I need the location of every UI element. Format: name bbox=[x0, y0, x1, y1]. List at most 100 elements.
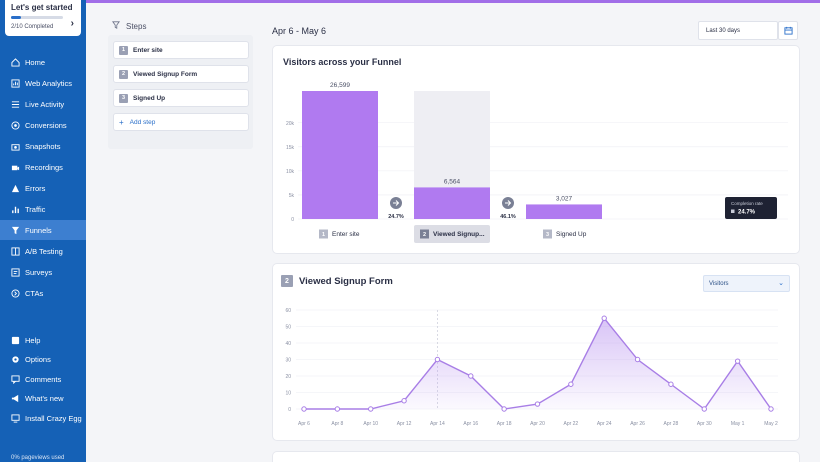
sidebar-item-ctas[interactable]: CTAs bbox=[0, 283, 86, 303]
nav-label: CTAs bbox=[25, 288, 44, 298]
sidebar-item-traffic[interactable]: Traffic bbox=[0, 199, 86, 219]
step-item[interactable]: 2 Viewed Signup Form bbox=[113, 65, 249, 83]
ab-test-icon bbox=[11, 246, 20, 256]
step-detail-card: 2 Viewed Signup Form bbox=[273, 264, 799, 440]
gear-icon bbox=[11, 355, 20, 364]
sidebar-item-recordings[interactable]: Recordings bbox=[0, 157, 86, 177]
nav-label: Errors bbox=[25, 183, 46, 193]
x-tick-label: Apr 22 bbox=[563, 421, 578, 427]
series-line bbox=[304, 316, 772, 410]
chevron-right-icon: › bbox=[70, 18, 74, 29]
metric-dropdown[interactable]: Visitors ⌄ bbox=[703, 275, 790, 292]
tooltip-title: Completion rate bbox=[731, 201, 763, 206]
funnel-bar bbox=[302, 91, 378, 219]
nav-label: Surveys bbox=[25, 267, 53, 277]
funnel-icon bbox=[112, 21, 120, 31]
sidebar-item-live-activity[interactable]: Live Activity bbox=[0, 94, 86, 114]
help-icon bbox=[11, 336, 20, 345]
nav-label: Funnels bbox=[25, 225, 52, 235]
y-tick-label: 0 bbox=[291, 217, 294, 223]
data-point bbox=[534, 401, 541, 407]
x-tick-label: Apr 8 bbox=[331, 421, 343, 427]
sidebar-item-home[interactable]: Home bbox=[0, 52, 86, 72]
x-tick-label: Apr 10 bbox=[363, 421, 378, 427]
x-tick-label: Apr 24 bbox=[597, 421, 612, 427]
sidebar-item-install-crazy-egg[interactable]: Install Crazy Egg bbox=[0, 408, 86, 428]
data-point bbox=[568, 381, 574, 387]
x-tick-label: Apr 20 bbox=[530, 421, 545, 427]
data-point bbox=[468, 373, 474, 379]
sidebar-item-conversions[interactable]: Conversions bbox=[0, 115, 86, 135]
data-point bbox=[401, 398, 407, 404]
step-label: Signed Up bbox=[133, 94, 166, 102]
sidebar-item-a-b-testing[interactable]: A/B Testing bbox=[0, 241, 86, 261]
nav-label: Help bbox=[25, 335, 41, 345]
step-item[interactable]: 3 Signed Up bbox=[113, 89, 249, 107]
arrow-glyph bbox=[505, 200, 512, 206]
y-tick-label: 10k bbox=[286, 169, 295, 175]
nav-label: Home bbox=[25, 57, 46, 67]
step-number-badge: 2 bbox=[281, 275, 293, 287]
home-icon bbox=[11, 57, 20, 67]
camera-icon bbox=[11, 142, 20, 151]
x-tick-label: Apr 14 bbox=[430, 421, 445, 427]
sidebar-item-surveys[interactable]: Surveys bbox=[0, 262, 86, 282]
sidebar-item-errors[interactable]: Errors bbox=[0, 178, 86, 198]
x-tick-label: Apr 12 bbox=[397, 421, 412, 427]
x-tick-label: May 2 bbox=[764, 421, 778, 427]
category-step-number: 3 bbox=[546, 232, 549, 238]
sidebar-item-what-s-new[interactable]: What's new bbox=[0, 389, 86, 409]
nav-label: What's new bbox=[25, 394, 64, 403]
plus-icon: + bbox=[119, 117, 124, 127]
sidebar-item-options[interactable]: Options bbox=[0, 350, 86, 370]
data-point bbox=[334, 406, 341, 412]
y-tick-label: 50 bbox=[285, 325, 291, 331]
bar-chart-icon bbox=[11, 205, 20, 214]
nav-label: Options bbox=[25, 355, 51, 364]
chevron-down-icon: ⌄ bbox=[778, 280, 784, 287]
video-icon bbox=[11, 163, 20, 172]
sidebar-item-help[interactable]: Help bbox=[0, 330, 86, 350]
category-step-badge bbox=[420, 229, 429, 239]
category-label: Viewed Signup... bbox=[433, 231, 485, 238]
calendar-icon bbox=[783, 22, 793, 40]
y-tick-label: 15k bbox=[286, 145, 295, 151]
megaphone-icon bbox=[11, 394, 20, 403]
y-tick-label: 40 bbox=[285, 341, 291, 347]
sidebar-item-snapshots[interactable]: Snapshots bbox=[0, 136, 86, 156]
step-item[interactable]: 1 Enter site bbox=[113, 41, 249, 59]
x-tick-label: Apr 26 bbox=[630, 421, 645, 427]
get-started-title: Let's get started bbox=[11, 3, 73, 12]
nav-label: Install Crazy Egg bbox=[25, 413, 82, 423]
x-tick-label: Apr 30 bbox=[697, 421, 712, 427]
nav-label: Live Activity bbox=[25, 99, 65, 109]
step-label: Enter site bbox=[133, 46, 163, 54]
sidebar-item-web-analytics[interactable]: Web Analytics bbox=[0, 73, 86, 93]
accent-line bbox=[86, 0, 820, 3]
y-tick-label: 0 bbox=[288, 407, 291, 413]
sidebar-item-funnels[interactable]: Funnels bbox=[0, 220, 86, 240]
completion-tooltip bbox=[725, 197, 777, 219]
date-range-select[interactable]: Last 30 days bbox=[698, 21, 778, 40]
nav-label: Conversions bbox=[25, 120, 67, 130]
nav-label: Recordings bbox=[25, 162, 63, 172]
x-tick-label: Apr 16 bbox=[463, 421, 478, 427]
get-started-card[interactable]: Let's get started 2/10 Completed › bbox=[5, 0, 81, 36]
y-tick-label: 20 bbox=[285, 374, 291, 380]
category-label: Signed Up bbox=[556, 231, 587, 238]
sidebar-item-comments[interactable]: Comments bbox=[0, 369, 86, 389]
calendar-button[interactable] bbox=[778, 21, 798, 40]
get-started-progress-bar bbox=[11, 16, 63, 19]
data-point bbox=[368, 406, 374, 412]
category-label: Enter site bbox=[332, 231, 360, 238]
data-point bbox=[768, 406, 774, 412]
nav-label: Traffic bbox=[25, 204, 46, 214]
nav-label: Snapshots bbox=[25, 141, 61, 151]
add-step-button[interactable]: + Add step bbox=[113, 113, 249, 131]
data-point bbox=[734, 358, 741, 364]
conversion-rate-label: 24.7% bbox=[388, 214, 404, 220]
data-point bbox=[668, 381, 674, 387]
list-icon bbox=[11, 100, 20, 109]
